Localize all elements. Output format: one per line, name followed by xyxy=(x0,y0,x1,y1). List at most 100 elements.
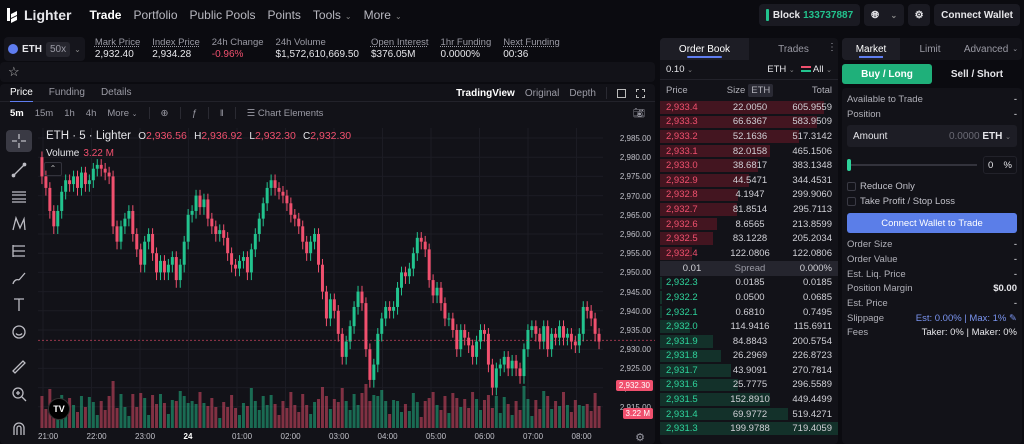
ask-row[interactable]: 2,932.9 44.5471 344.4531 xyxy=(660,173,838,188)
chart-elements-button[interactable]: ☰ Chart Elements xyxy=(247,108,324,119)
stat-label[interactable]: Open Interest xyxy=(370,37,429,48)
add-indicator-icon[interactable]: ⊕ xyxy=(160,107,169,119)
reduce-only-checkbox[interactable]: Reduce Only xyxy=(847,179,1017,194)
leverage-badge[interactable]: 50x xyxy=(46,41,71,57)
tradingview-logo[interactable]: TV xyxy=(48,398,70,420)
zoom-in-icon[interactable] xyxy=(10,385,28,403)
nav-trade[interactable]: Trade xyxy=(89,8,122,22)
interval-5m[interactable]: 5m xyxy=(10,107,24,119)
unit-select[interactable]: ETH ⌄ xyxy=(767,64,795,75)
bid-row[interactable]: 2,931.6 25.7775 296.5589 xyxy=(660,378,838,393)
pattern-icon[interactable] xyxy=(10,215,28,233)
bid-row[interactable]: 2,931.4 69.9772 519.4271 xyxy=(660,407,838,422)
settings-button[interactable]: ⚙ xyxy=(908,4,931,26)
nav-more[interactable]: More ⌄ xyxy=(364,8,402,22)
bid-row[interactable]: 2,931.9 84.8843 200.5754 xyxy=(660,334,838,349)
nav-public-pools[interactable]: Public Pools xyxy=(189,8,256,22)
nav-tools[interactable]: Tools ⌄ xyxy=(313,8,352,22)
time-axis[interactable]: 21:00 22:00 23:00 24 01:00 02:00 03:00 04:00 05:… xyxy=(38,430,655,444)
nav-portfolio[interactable]: Portfolio xyxy=(133,8,178,22)
interval-15m[interactable]: 15m xyxy=(34,107,54,119)
trendline-icon[interactable] xyxy=(10,161,28,179)
chevron-down-icon: ⌄ xyxy=(394,12,402,21)
brand-logo[interactable]: Lighter xyxy=(6,7,71,23)
bid-row[interactable]: 2,932.2 0.0500 0.0685 xyxy=(660,290,838,305)
fib-icon[interactable] xyxy=(10,242,28,260)
ask-row[interactable]: 2,933.4 22.0050 605.9559 xyxy=(660,100,838,115)
ask-row[interactable]: 2,932.8 4.1947 299.9060 xyxy=(660,188,838,203)
tab-limit[interactable]: Limit xyxy=(919,43,941,55)
amount-slider[interactable] xyxy=(847,159,977,172)
language-button[interactable]: 🌐︎ ⌄ xyxy=(864,4,905,26)
candlestick-chart[interactable] xyxy=(38,128,655,428)
price-chart[interactable]: ETH · 5 · Lighter O2,936.56 H2,936.92 L2… xyxy=(38,128,655,444)
more-options-icon[interactable]: ⋮ xyxy=(827,42,837,53)
view-depth[interactable]: Depth xyxy=(569,87,596,99)
ask-row[interactable]: 2,933.1 82.0158 465.1506 xyxy=(660,144,838,159)
tab-price[interactable]: Price xyxy=(10,87,33,102)
tab-advanced[interactable]: Advanced ⌄ xyxy=(960,38,1022,60)
star-icon[interactable]: ☆ xyxy=(8,64,20,79)
row-size: 114.9416 xyxy=(730,321,770,333)
bid-row[interactable]: 2,931.3 199.9788 719.4059 xyxy=(660,421,838,436)
emoji-icon[interactable] xyxy=(10,323,28,341)
sell-short-button[interactable]: Sell / Short xyxy=(950,68,1004,80)
tab-funding[interactable]: Funding xyxy=(48,87,85,98)
window-icon[interactable] xyxy=(617,88,626,98)
ask-row[interactable]: 2,933.2 52.1636 517.3142 xyxy=(660,129,838,144)
stat-label[interactable]: Next Funding xyxy=(503,37,560,48)
spread-label: Spread xyxy=(734,262,766,274)
bid-row[interactable]: 2,931.5 152.8910 449.4499 xyxy=(660,392,838,407)
view-tradingview[interactable]: TradingView xyxy=(456,87,515,99)
ask-row[interactable]: 2,933.0 38.6817 383.1348 xyxy=(660,158,838,173)
tab-market[interactable]: Market xyxy=(842,38,900,60)
fullscreen-icon[interactable] xyxy=(636,88,645,98)
interval-1h[interactable]: 1h xyxy=(64,107,75,119)
slider-handle[interactable] xyxy=(847,159,851,172)
tpsl-checkbox[interactable]: Take Profit / Stop Loss xyxy=(847,194,1017,209)
ruler-icon[interactable] xyxy=(10,358,28,376)
interval-4h[interactable]: 4h xyxy=(85,107,97,119)
stat-label[interactable]: Mark Price xyxy=(94,37,141,48)
view-original[interactable]: Original xyxy=(524,87,560,99)
bid-row[interactable]: 2,931.7 43.9091 270.7814 xyxy=(660,363,838,378)
ask-row[interactable]: 2,932.6 8.6565 213.8599 xyxy=(660,217,838,232)
crosshair-icon[interactable] xyxy=(6,130,32,152)
amount-unit-select[interactable]: ETH xyxy=(982,130,1003,142)
nav-points[interactable]: Points xyxy=(267,8,301,22)
tab-details[interactable]: Details xyxy=(100,87,132,98)
connect-wallet-to-trade-button[interactable]: Connect Wallet to Trade xyxy=(847,213,1017,234)
bid-row[interactable]: 2,931.8 26.2969 226.8723 xyxy=(660,349,838,364)
chart-settings-icon[interactable]: ⚙ xyxy=(635,432,645,444)
filter-select[interactable]: All ⌄ xyxy=(800,64,832,75)
collapse-legend-button[interactable]: ⌃ xyxy=(44,162,62,176)
stat-label[interactable]: Index Price xyxy=(152,37,200,48)
camera-icon[interactable]: 📷︎ xyxy=(632,107,645,119)
magnet-icon[interactable] xyxy=(10,420,28,438)
ask-row[interactable]: 2,932.4 122.0806 122.0806 xyxy=(660,246,838,261)
horizontal-lines-icon[interactable] xyxy=(10,188,28,206)
text-icon[interactable] xyxy=(10,296,28,314)
market-selector[interactable]: ETH 50x ⌄ xyxy=(4,37,85,61)
bid-row[interactable]: 2,932.1 0.6810 0.7495 xyxy=(660,305,838,320)
connect-wallet-button[interactable]: Connect Wallet xyxy=(934,4,1020,26)
stat-label[interactable]: 1hr Funding xyxy=(440,37,492,48)
function-icon[interactable]: ƒ xyxy=(191,107,197,119)
ask-row[interactable]: 2,933.3 66.6367 583.9509 xyxy=(660,115,838,130)
ask-row[interactable]: 2,932.7 81.8514 295.7113 xyxy=(660,202,838,217)
bid-row[interactable]: 2,932.3 0.0185 0.0185 xyxy=(660,276,838,291)
brush-icon[interactable] xyxy=(10,269,28,287)
tab-order-book[interactable]: Order Book xyxy=(660,38,749,60)
bars-icon[interactable]: ‖ xyxy=(219,107,224,119)
buy-long-button[interactable]: Buy / Long xyxy=(842,64,932,84)
tick-size-select[interactable]: 0.10 ⌄ xyxy=(666,64,693,75)
ask-row[interactable]: 2,932.5 83.1228 205.2034 xyxy=(660,231,838,246)
size-unit-toggle[interactable]: ETH xyxy=(748,83,774,97)
ohlc-low: 2,932.30 xyxy=(254,130,296,142)
bid-row[interactable]: 2,932.0 114.9416 115.6911 xyxy=(660,319,838,334)
interval-more[interactable]: More ⌄ xyxy=(107,108,137,119)
amount-input[interactable]: Amount 0.0000 ETH ⌄ xyxy=(847,125,1017,148)
tab-trades[interactable]: Trades xyxy=(778,43,809,55)
slippage-edit[interactable]: Est: 0.00% | Max: 1% ✎ xyxy=(916,313,1017,324)
percent-input[interactable]: 0% xyxy=(983,156,1017,175)
